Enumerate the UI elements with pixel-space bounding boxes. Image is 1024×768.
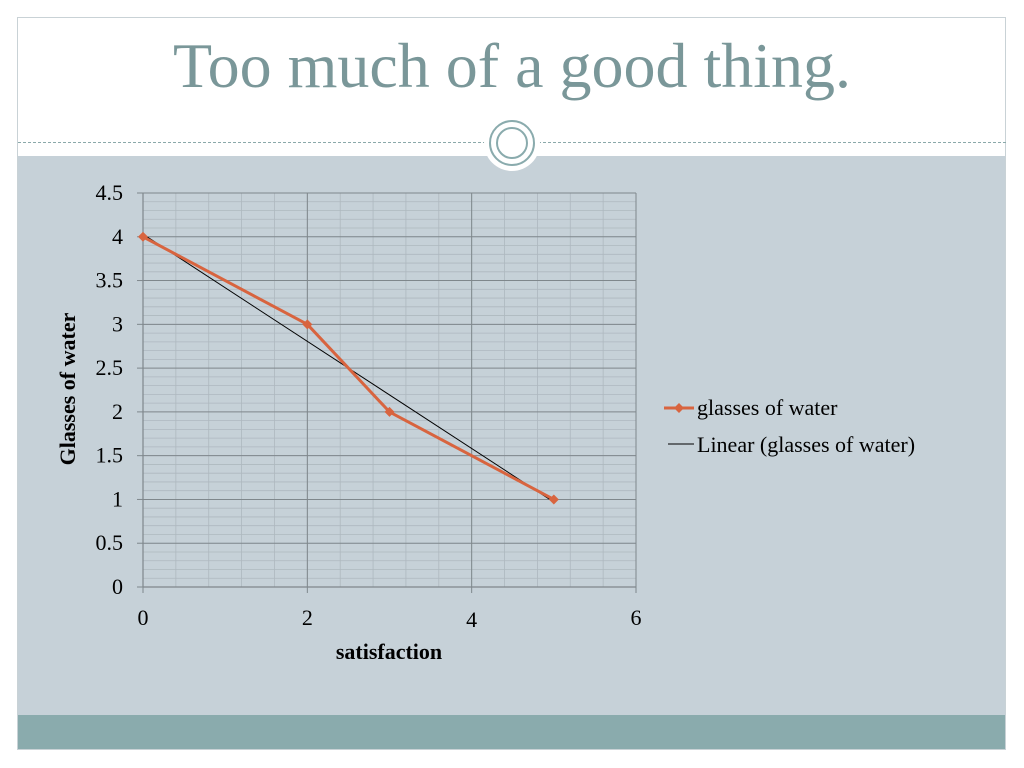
x-tick-label: 6 <box>631 605 642 630</box>
minor-gridlines <box>143 193 636 587</box>
slide-title: Too much of a good thing. <box>172 30 852 101</box>
x-tick-label: 0 <box>138 605 149 630</box>
y-tick-label: 4 <box>112 224 123 249</box>
legend-trendline-label: Linear (glasses of water) <box>697 432 915 457</box>
y-tick-label: 1.5 <box>96 443 124 468</box>
legend-series-label: glasses of water <box>697 395 838 420</box>
y-tick-label: 2 <box>112 399 123 424</box>
series-line <box>142 235 555 501</box>
chart-legend: glasses of water Linear (glasses of wate… <box>664 395 915 457</box>
plot-area <box>143 193 636 587</box>
y-tick-label: 2.5 <box>96 355 124 380</box>
footer-bar <box>18 715 1005 749</box>
y-tick-label: 0.5 <box>96 530 124 555</box>
series-layer <box>138 231 559 505</box>
data-point-marker <box>384 406 395 417</box>
x-axis-label: satisfaction <box>336 639 442 664</box>
y-tick-label: 0 <box>112 574 123 599</box>
circle-ornament-inner <box>496 127 528 159</box>
y-tick-label: 3.5 <box>96 268 124 293</box>
data-point-marker <box>302 319 313 330</box>
y-tick-label: 3 <box>112 311 123 336</box>
y-tick-label: 1 <box>112 486 123 511</box>
x-tick-labels: 0 2 4 6 <box>138 605 642 632</box>
x-tick-label: 2 <box>302 605 313 630</box>
y-tick-labels: 0 0.5 1 1.5 2 2.5 3 3.5 4 4.5 <box>96 180 124 599</box>
data-point-marker <box>138 231 148 242</box>
legend-series-marker <box>674 403 684 413</box>
x-tick-label: 4 <box>466 607 477 632</box>
y-tick-label: 4.5 <box>96 180 124 205</box>
y-axis-label: Glasses of water <box>55 312 80 465</box>
data-point-marker <box>548 494 559 505</box>
